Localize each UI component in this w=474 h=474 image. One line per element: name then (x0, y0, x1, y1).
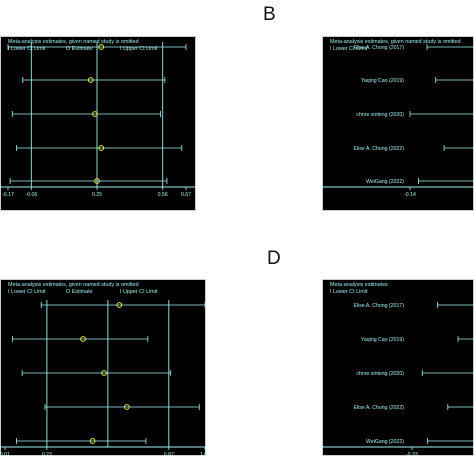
estimate-point (94, 178, 100, 184)
tick-label: 0.25 (92, 192, 102, 198)
plot-area (0, 279, 206, 456)
tick-label: 0.23 (42, 452, 52, 458)
tick-label: 1.06 (200, 452, 210, 458)
study-label: chnre xinteng (2020) (356, 112, 404, 118)
estimate-point (98, 44, 105, 50)
forest-panel-1: Meta-analysis estimates, given named stu… (0, 36, 196, 211)
estimate-point (116, 302, 123, 308)
forest-panel-2: Meta-analysis estimates, given named stu… (322, 36, 474, 211)
panel-title: Meta-analysis estimates (330, 282, 388, 288)
estimate-point (89, 438, 96, 444)
estimate-point (101, 370, 107, 376)
legend-entry: I Lower CI Limit (8, 46, 46, 52)
panel-content: Meta-analysis estimates, given named stu… (0, 39, 196, 198)
estimate-point (91, 111, 98, 117)
legend-entry: I Lower CI Limit (8, 289, 46, 295)
panel-content: Meta-analysis estimates, given named stu… (322, 39, 474, 198)
legend-entry: I Lower CI Limit (330, 289, 368, 295)
legend-entry: O Estimate (66, 289, 93, 295)
forest-panel-3: Meta-analysis estimates, given named stu… (0, 279, 210, 458)
tick-label: -0.14 (404, 192, 416, 198)
legend-entry: O Estimate (66, 46, 93, 52)
tick-label: -0.06 (25, 192, 37, 198)
tick-label: -0.33 (406, 452, 418, 458)
panel-title: Meta-analysis estimates, given named stu… (8, 282, 139, 288)
tick-label: 0.01 (0, 452, 10, 458)
estimate-point (124, 404, 130, 410)
panel-letter-b: B (263, 4, 276, 25)
plot-area (322, 279, 474, 456)
tick-label: 0.56 (158, 192, 168, 198)
tick-label: -0.17 (2, 192, 14, 198)
tick-label: 0.87 (164, 452, 174, 458)
panel-letter-d: D (267, 248, 281, 269)
estimate-point (98, 145, 105, 151)
study-label: Elise A. Chong (2017) (354, 45, 405, 51)
plot-area (0, 36, 196, 211)
estimate-point (80, 336, 86, 342)
panel-title: Meta-analysis estimates, given named stu… (8, 39, 139, 45)
plot-frame (0, 279, 206, 456)
plot-frame (0, 36, 196, 211)
study-label: Yaqing Cao (2019) (361, 337, 404, 343)
estimate-point (87, 77, 94, 83)
panel-content: Meta-analysis estimates, given named stu… (0, 282, 210, 458)
legend-entry: I Upper CI Limit (120, 46, 158, 52)
study-label: Elise A. Chong (2017) (354, 303, 405, 309)
panel-title: Meta-analysis estimates, given named stu… (330, 39, 461, 45)
tick-label: 0.67 (181, 192, 191, 198)
study-label: WeiGang (2022) (366, 439, 404, 445)
plot-area (322, 36, 474, 211)
study-label: Yaqing Cao (2019) (361, 78, 404, 84)
study-label: Elise A. Chong (2022) (354, 146, 405, 152)
study-label: Elise A. Chong (2022) (354, 405, 405, 411)
study-label: WeiGang (2022) (366, 179, 404, 185)
legend-entry: I Upper CI Limit (120, 289, 158, 295)
study-label: chnre xinteng (2020) (356, 371, 404, 377)
legend-entry: I Lower CI Limit (330, 46, 368, 52)
